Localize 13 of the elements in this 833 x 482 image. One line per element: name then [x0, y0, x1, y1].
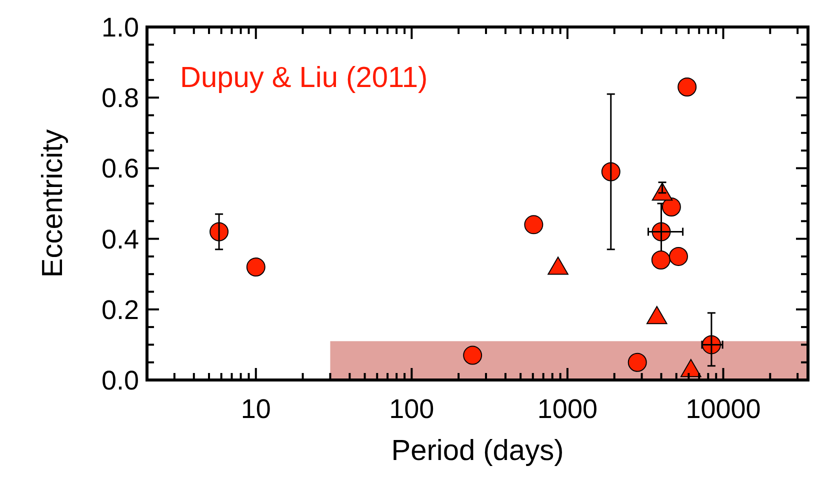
x-axis-title: Period (days): [391, 435, 564, 467]
y-tick-label: 0.0: [101, 365, 139, 396]
x-tick-label: 10: [240, 394, 271, 424]
y-tick-label: 0.8: [101, 83, 139, 114]
y-tick-label: 0.4: [101, 224, 139, 254]
y-tick-label: 1.0: [101, 12, 139, 42]
x-tick-label: 100: [389, 394, 434, 424]
y-tick-label: 0.2: [101, 294, 139, 325]
x-tick-label: 1000: [537, 394, 598, 424]
y-tick-label: 0.6: [101, 154, 139, 184]
x-tick-label: 10000: [686, 394, 761, 424]
annotation: Dupuy & Liu (2011): [180, 62, 428, 94]
y-axis-title: Eccentricity: [37, 128, 69, 278]
